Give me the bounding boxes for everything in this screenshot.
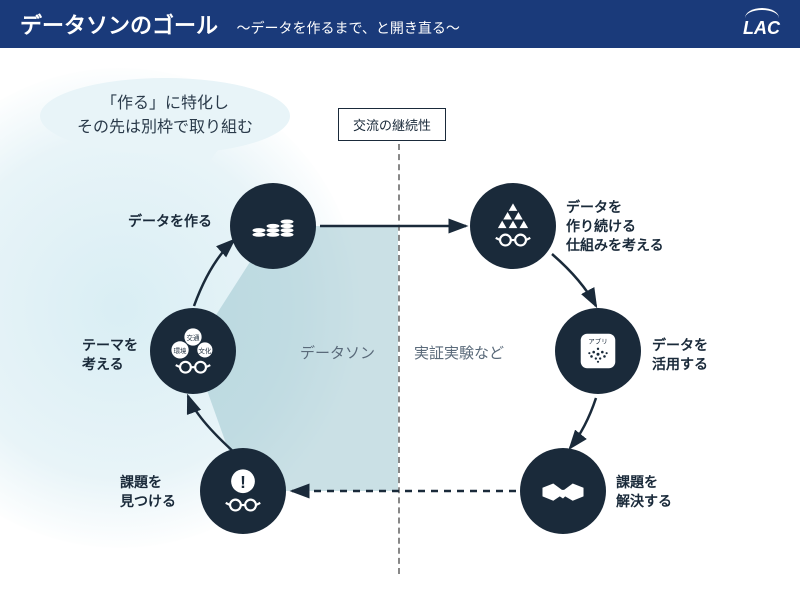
node-find-issue: ! (200, 448, 286, 534)
header-bar: データソンのゴール 〜データを作るまで、と開き直る〜 LAC (0, 0, 800, 48)
label-think-theme: テーマを 考える (82, 336, 138, 374)
node-think-theme: 交通 環境 文化 (150, 308, 236, 394)
stacked-chart-icon (246, 199, 300, 253)
svg-text:アプリ: アプリ (588, 337, 607, 345)
node-solve-issue (520, 448, 606, 534)
svg-text:!: ! (240, 472, 246, 492)
app-tile-icon: アプリ (571, 324, 625, 378)
pyramid-glasses-icon (486, 199, 540, 253)
label-create-data: データを作る (128, 212, 212, 231)
node-build-system (470, 183, 556, 269)
page-title: データソンのゴール (20, 13, 218, 38)
label-use-data: データを 活用する (652, 336, 708, 374)
exclaim-glasses-icon: ! (216, 464, 270, 518)
left-cycle-fill (0, 48, 800, 600)
handshake-icon (536, 464, 590, 518)
region-label-left: データソン (300, 342, 375, 363)
svg-text:交通: 交通 (187, 333, 200, 342)
svg-text:文化: 文化 (198, 346, 211, 355)
header-title-group: データソンのゴール 〜データを作るまで、と開き直る〜 (20, 8, 460, 40)
label-find-issue: 課題を 見つける (120, 473, 176, 511)
page-subtitle: 〜データを作るまで、と開き直る〜 (236, 20, 459, 36)
bubbles-glasses-icon: 交通 環境 文化 (166, 324, 220, 378)
node-create-data (230, 183, 316, 269)
diagram-canvas: 「作る」に特化し その先は別枠で取り組む 交流の継続性 データソン 実証実験など (0, 48, 800, 600)
node-use-data: アプリ (555, 308, 641, 394)
svg-text:環境: 環境 (174, 346, 187, 355)
label-solve-issue: 課題を 解決する (616, 473, 672, 511)
region-label-right: 実証実験など (414, 342, 504, 363)
label-build-system: データを 作り続ける 仕組みを考える (566, 198, 664, 255)
lac-logo: LAC (743, 10, 780, 39)
